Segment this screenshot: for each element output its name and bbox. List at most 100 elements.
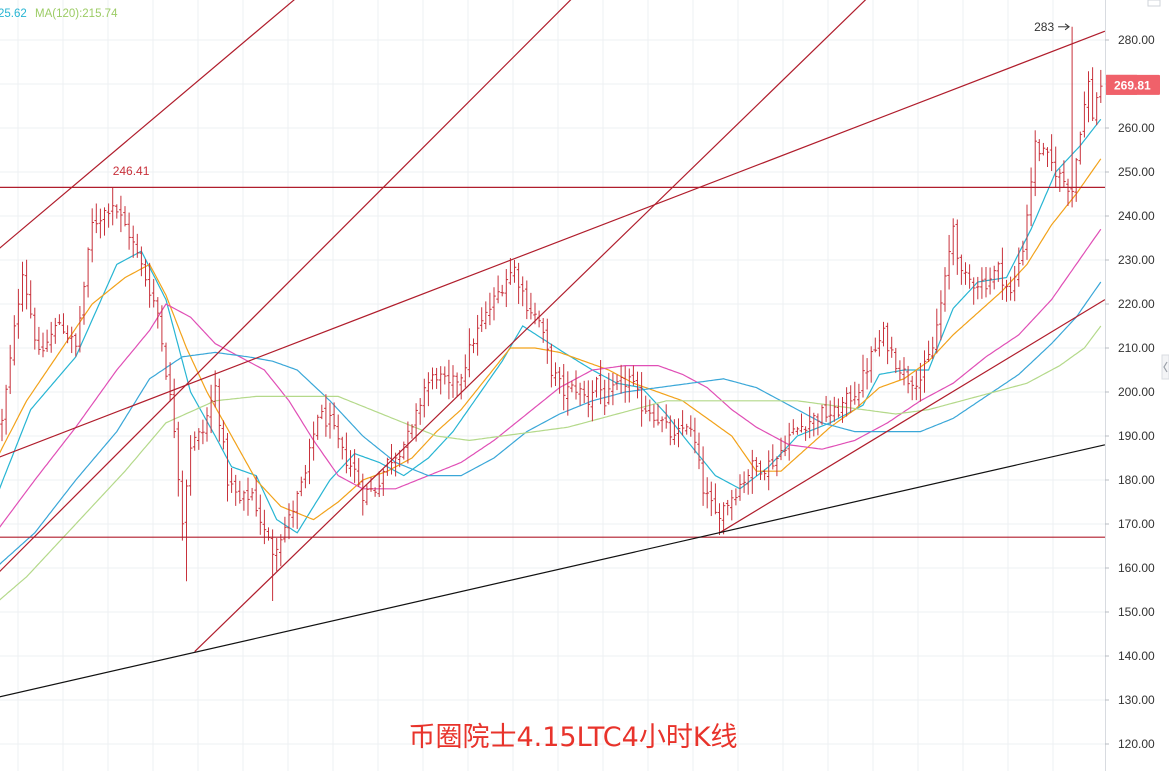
ohlc-bar <box>508 257 513 285</box>
ohlc-bar <box>684 423 689 435</box>
axis-tick-label: 230.00 <box>1118 253 1155 267</box>
ohlc-bar <box>283 516 287 543</box>
ohlc-bar <box>791 419 796 435</box>
ohlc-bar <box>967 264 972 289</box>
ohlc-bar <box>705 477 709 509</box>
axis-tick-label: 170.00 <box>1118 517 1155 531</box>
ohlc-bar <box>643 395 648 414</box>
ohlc-bar <box>37 326 41 355</box>
ohlc-bar <box>16 288 21 339</box>
axis-tick-label: 150.00 <box>1118 605 1155 619</box>
ohlc-bar <box>832 396 837 422</box>
ohlc-bar <box>328 402 332 439</box>
axis-tick-label: 140.00 <box>1118 649 1155 663</box>
ohlc-bar <box>709 481 714 517</box>
settings-button[interactable] <box>1147 0 1161 7</box>
ohlc-bar <box>119 195 123 233</box>
ohlc-bar <box>451 365 455 398</box>
ohlc-bar <box>418 398 422 425</box>
ohlc-bar <box>192 431 197 451</box>
ohlc-bar <box>713 483 718 515</box>
ohlc-bar <box>369 476 373 492</box>
ohlc-bar <box>738 474 742 501</box>
ohlc-bar <box>1053 146 1058 188</box>
ohlc-bar <box>693 417 697 454</box>
ohlc-bar <box>238 480 242 504</box>
ohlc-bar <box>828 400 832 425</box>
ohlc-bar <box>754 457 759 477</box>
ohlc-bar <box>287 503 291 540</box>
ohlc-bar <box>426 372 431 407</box>
ohlc-bar <box>746 469 750 495</box>
ohlc-bar <box>467 328 472 378</box>
ohlc-bar <box>656 404 660 426</box>
ohlc-bar <box>459 373 463 400</box>
price-axis[interactable]: 120.00 130.00 140.00 150.00 160.00 170.00 180.… <box>1105 33 1160 751</box>
ohlc-bar <box>295 490 299 529</box>
ohlc-bar <box>184 479 189 582</box>
ohlc-bar <box>307 438 312 485</box>
ohlc-bar <box>672 419 677 445</box>
ohlc-bar <box>955 219 960 275</box>
ohlc-bar <box>1000 247 1005 300</box>
ohlc-bar <box>988 267 992 295</box>
ohlc-bar <box>750 449 755 494</box>
ohlc-bar <box>570 380 574 393</box>
ohlc-bar <box>402 441 406 460</box>
high-price-annotation: 283 <box>1034 20 1054 34</box>
ohlc-bar <box>12 315 17 366</box>
ohlc-bar <box>529 292 533 320</box>
ohlc-bar <box>902 357 906 386</box>
ohlc-bar <box>980 267 984 299</box>
ohlc-bar <box>877 330 882 357</box>
axis-tick-label: 130.00 <box>1118 693 1155 707</box>
ohlc-bar <box>574 370 578 400</box>
ohlc-bar <box>869 346 873 383</box>
ohlc-bar <box>910 375 914 401</box>
ohlc-bar <box>1037 139 1042 162</box>
ohlc-bar <box>479 307 484 332</box>
axis-tick-label: 200.00 <box>1118 385 1155 399</box>
ohlc-bar <box>840 396 845 423</box>
ohlc-bar <box>311 421 316 461</box>
collapse-panel-handle[interactable] <box>1161 354 1169 380</box>
ohlc-bar <box>270 529 275 601</box>
axis-tick-label: 190.00 <box>1118 429 1155 443</box>
ohlc-bar <box>816 413 820 436</box>
ohlc-bar <box>340 436 345 460</box>
ohlc-bar <box>984 267 988 298</box>
ohlc-bar <box>881 321 886 347</box>
ohlc-bar <box>356 458 361 487</box>
axis-tick-label: 220.00 <box>1118 297 1155 311</box>
axis-tick-label: 240.00 <box>1118 209 1155 223</box>
ohlc-bar <box>98 208 103 239</box>
ohlc-bar <box>1041 142 1046 156</box>
ohlc-bar <box>717 503 722 535</box>
ohlc-bar <box>557 367 562 394</box>
ohlc-bar <box>660 416 664 433</box>
ohlc-bar <box>78 306 82 353</box>
ohlc-bar <box>930 336 935 360</box>
ohlc-bar <box>233 474 238 506</box>
ohlc-bar <box>639 372 644 427</box>
ohlc-bar <box>33 307 37 350</box>
chevron-left-icon <box>1163 361 1168 373</box>
ohlc-bar <box>106 203 111 228</box>
ohlc-bar <box>258 494 263 535</box>
ohlc-bar <box>1070 26 1074 208</box>
axis-tick-label: 160.00 <box>1118 561 1155 575</box>
ohlc-bar <box>1008 276 1013 301</box>
ohlc-bar <box>274 538 279 572</box>
ohlc-bar <box>381 468 386 496</box>
ohlc-bar <box>94 203 99 234</box>
ohlc-bar <box>836 398 841 418</box>
ohlc-bar <box>512 259 517 283</box>
ohlc-bar <box>1090 67 1095 122</box>
ohlc-bar <box>992 265 996 290</box>
legend-ma120: MA(120):215.74 <box>35 8 118 20</box>
ohlc-bar <box>1049 134 1054 172</box>
ohlc-bar <box>861 354 865 398</box>
ohlc-bar <box>963 262 968 285</box>
ohlc-bar <box>315 414 320 440</box>
